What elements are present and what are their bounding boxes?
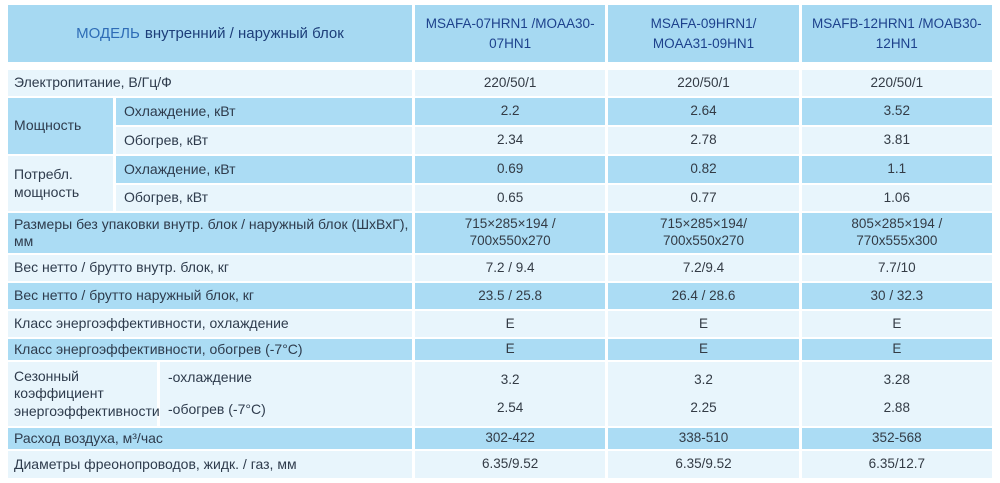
row-eer-heating-value-1: E [415,339,606,360]
row-seasonal-heating-label: -обогрев (-7°C) [168,401,266,418]
row-seasonal-cooling-value-2: 3.2 [694,371,713,387]
seasonal-values-column-3: 3.28 2.88 [801,362,992,426]
row-consumption-heating-label: Обогрев, кВт [116,185,412,211]
row-power-value-3: 220/50/1 [801,70,992,96]
row-power-label: Электропитание, В/Гц/Ф [8,70,412,96]
row-weight-outdoor-value-1: 23.5 / 25.8 [415,283,606,309]
header-model-column-2: MSAFA-09HRN1/ MOAA31-09HN1 [608,5,799,62]
row-weight-indoor-label: Вес нетто / брутто внутр. блок, кг [8,255,412,281]
row-consumption-heating-value-1: 0.65 [415,185,606,211]
header-model-column-1: MSAFA-07HRN1 /MOAA30- 07HN1 [415,5,606,62]
row-airflow-value-1: 302-422 [415,428,606,449]
row-eer-cooling-value-3: E [801,311,992,337]
row-capacity-cooling-value-2: 2.64 [608,98,799,125]
row-seasonal-heating-value-1: 2.54 [497,399,524,415]
row-seasonal-cooling-value-1: 3.2 [500,371,520,387]
row-dimensions-value-1: 715×285×194 / 700x550x270 [415,213,606,253]
row-airflow-label: Расход воздуха, м³/час [8,428,412,449]
model-title-rest: внутренний / наружный блок [144,25,344,42]
row-weight-indoor-value-3: 7.7/10 [801,255,992,281]
row-capacity-cooling-value-3: 3.52 [801,98,992,125]
row-airflow-value-3: 352-568 [801,428,992,449]
group-capacity-label: Мощность [8,98,113,154]
row-pipes-label: Диаметры фреонопроводов, жидк. / газ, мм [8,451,412,478]
row-airflow-value-2: 338-510 [608,428,799,449]
header-model-column-3: MSAFB-12HRN1 /MOAB30- 12HN1 [801,5,992,62]
row-pipes-value-3: 6.35/12.7 [801,451,992,478]
header-model-title: МОДЕЛЬ внутренний / наружный блок [8,5,412,62]
group-seasonal-sublabels: -охлаждение -обогрев (-7°C) [160,362,412,426]
row-eer-heating-value-2: E [608,339,799,360]
group-consumption-label: Потребл. мощность [8,156,113,211]
row-capacity-heating-value-1: 2.34 [415,127,606,154]
row-weight-outdoor-value-3: 30 / 32.3 [801,283,992,309]
row-consumption-cooling-value-1: 0.69 [415,156,606,183]
row-dimensions-value-3: 805×285×194 / 770x555x300 [801,213,992,253]
row-capacity-heating-value-3: 3.81 [801,127,992,154]
row-eer-heating-label: Класс энергоэффективности, обогрев (-7°C… [8,339,412,360]
row-dimensions-label: Размеры без упаковки внутр. блок / наруж… [8,213,412,253]
row-pipes-value-2: 6.35/9.52 [608,451,799,478]
seasonal-values-column-2: 3.2 2.25 [608,362,799,426]
row-power-value-1: 220/50/1 [415,70,606,96]
row-consumption-cooling-value-3: 1.1 [801,156,992,183]
row-seasonal-heating-value-3: 2.88 [883,399,910,415]
row-eer-cooling-value-2: E [608,311,799,337]
row-weight-outdoor-label: Вес нетто / брутто наружный блок, кг [8,283,412,309]
row-seasonal-cooling-label: -охлаждение [168,369,252,386]
model-title-word: МОДЕЛЬ [76,25,140,42]
row-dimensions-value-2: 715×285×194/ 700x550x270 [608,213,799,253]
group-seasonal: Сезонный коэффициент энергоэффективности… [8,362,412,426]
row-capacity-heating-value-2: 2.78 [608,127,799,154]
row-seasonal-heating-value-2: 2.25 [690,399,717,415]
row-consumption-heating-value-3: 1.06 [801,185,992,211]
row-weight-indoor-value-2: 7.2/9.4 [608,255,799,281]
row-consumption-cooling-label: Охлаждение, кВт [116,156,412,183]
table-header-row: МОДЕЛЬ внутренний / наружный блок MSAFA-… [8,5,992,62]
row-consumption-cooling-value-2: 0.82 [608,156,799,183]
row-eer-cooling-label: Класс энергоэффективности, охлаждение [8,311,412,337]
row-pipes-value-1: 6.35/9.52 [415,451,606,478]
row-eer-heating-value-3: E [801,339,992,360]
row-capacity-heating-label: Обогрев, кВт [116,127,412,154]
row-eer-cooling-value-1: E [415,311,606,337]
row-power-value-2: 220/50/1 [608,70,799,96]
row-capacity-cooling-label: Охлаждение, кВт [116,98,412,125]
seasonal-values-column-1: 3.2 2.54 [415,362,606,426]
row-weight-indoor-value-1: 7.2 / 9.4 [415,255,606,281]
row-consumption-heating-value-2: 0.77 [608,185,799,211]
row-capacity-cooling-value-1: 2.2 [415,98,606,125]
row-seasonal-cooling-value-3: 3.28 [883,371,910,387]
table-body: Электропитание, В/Гц/Ф 220/50/1 220/50/1… [8,70,992,478]
group-seasonal-label: Сезонный коэффициент энергоэффективности [8,362,160,426]
row-weight-outdoor-value-2: 26.4 / 28.6 [608,283,799,309]
